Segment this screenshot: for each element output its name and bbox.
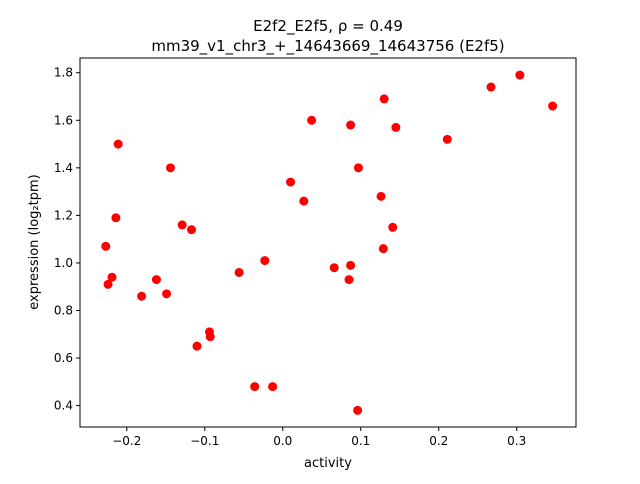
y-axis-label: expression (log₂tpm): [27, 174, 42, 309]
y-tick-label: 1.6: [54, 113, 73, 127]
data-point: [391, 122, 401, 132]
data-point: [177, 220, 187, 230]
y-tick-label: 0.8: [54, 303, 73, 317]
data-point: [515, 70, 525, 80]
x-tick-label: 0.2: [429, 434, 448, 448]
data-point: [376, 191, 386, 201]
data-point: [151, 275, 161, 285]
data-point: [486, 82, 496, 92]
data-point: [103, 279, 113, 289]
x-axis-label: activity: [304, 456, 352, 471]
data-point: [107, 272, 117, 282]
chart-title-line1: E2f2_E2f5, ρ = 0.49: [253, 17, 403, 36]
y-tick-label: 1.0: [54, 256, 73, 270]
data-point: [268, 382, 278, 392]
data-point: [329, 263, 339, 273]
data-point: [388, 222, 398, 232]
x-tick-label: 0.1: [351, 434, 370, 448]
chart-title-line2: mm39_v1_chr3_+_14643669_14643756 (E2f5): [151, 37, 504, 56]
data-point: [260, 256, 270, 266]
data-point: [353, 405, 363, 415]
data-point: [111, 213, 121, 223]
x-tick-label: 0.0: [273, 434, 292, 448]
data-point: [548, 101, 558, 111]
data-point: [101, 241, 111, 251]
y-tick-label: 0.6: [54, 351, 73, 365]
data-point: [234, 267, 244, 277]
x-tick-label: −0.2: [112, 434, 141, 448]
data-point: [137, 291, 147, 301]
y-tick-label: 1.2: [54, 208, 73, 222]
data-point: [162, 289, 172, 299]
data-point: [192, 341, 202, 351]
data-point: [205, 332, 215, 342]
data-point: [113, 139, 123, 149]
data-point: [346, 260, 356, 270]
data-point: [286, 177, 296, 187]
data-point: [344, 275, 354, 285]
data-point: [378, 244, 388, 254]
data-point: [442, 134, 452, 144]
y-tick-label: 0.4: [54, 399, 73, 413]
data-point: [187, 225, 197, 235]
x-tick-label: 0.3: [507, 434, 526, 448]
data-point: [165, 163, 175, 173]
data-point: [346, 120, 356, 130]
data-point: [307, 115, 317, 125]
data-point: [299, 196, 309, 206]
y-tick-label: 1.4: [54, 161, 73, 175]
plot-frame: [79, 57, 577, 428]
data-point: [353, 163, 363, 173]
data-point: [250, 382, 260, 392]
x-tick-label: −0.1: [190, 434, 219, 448]
y-tick-label: 1.8: [54, 66, 73, 80]
data-point: [379, 94, 389, 104]
